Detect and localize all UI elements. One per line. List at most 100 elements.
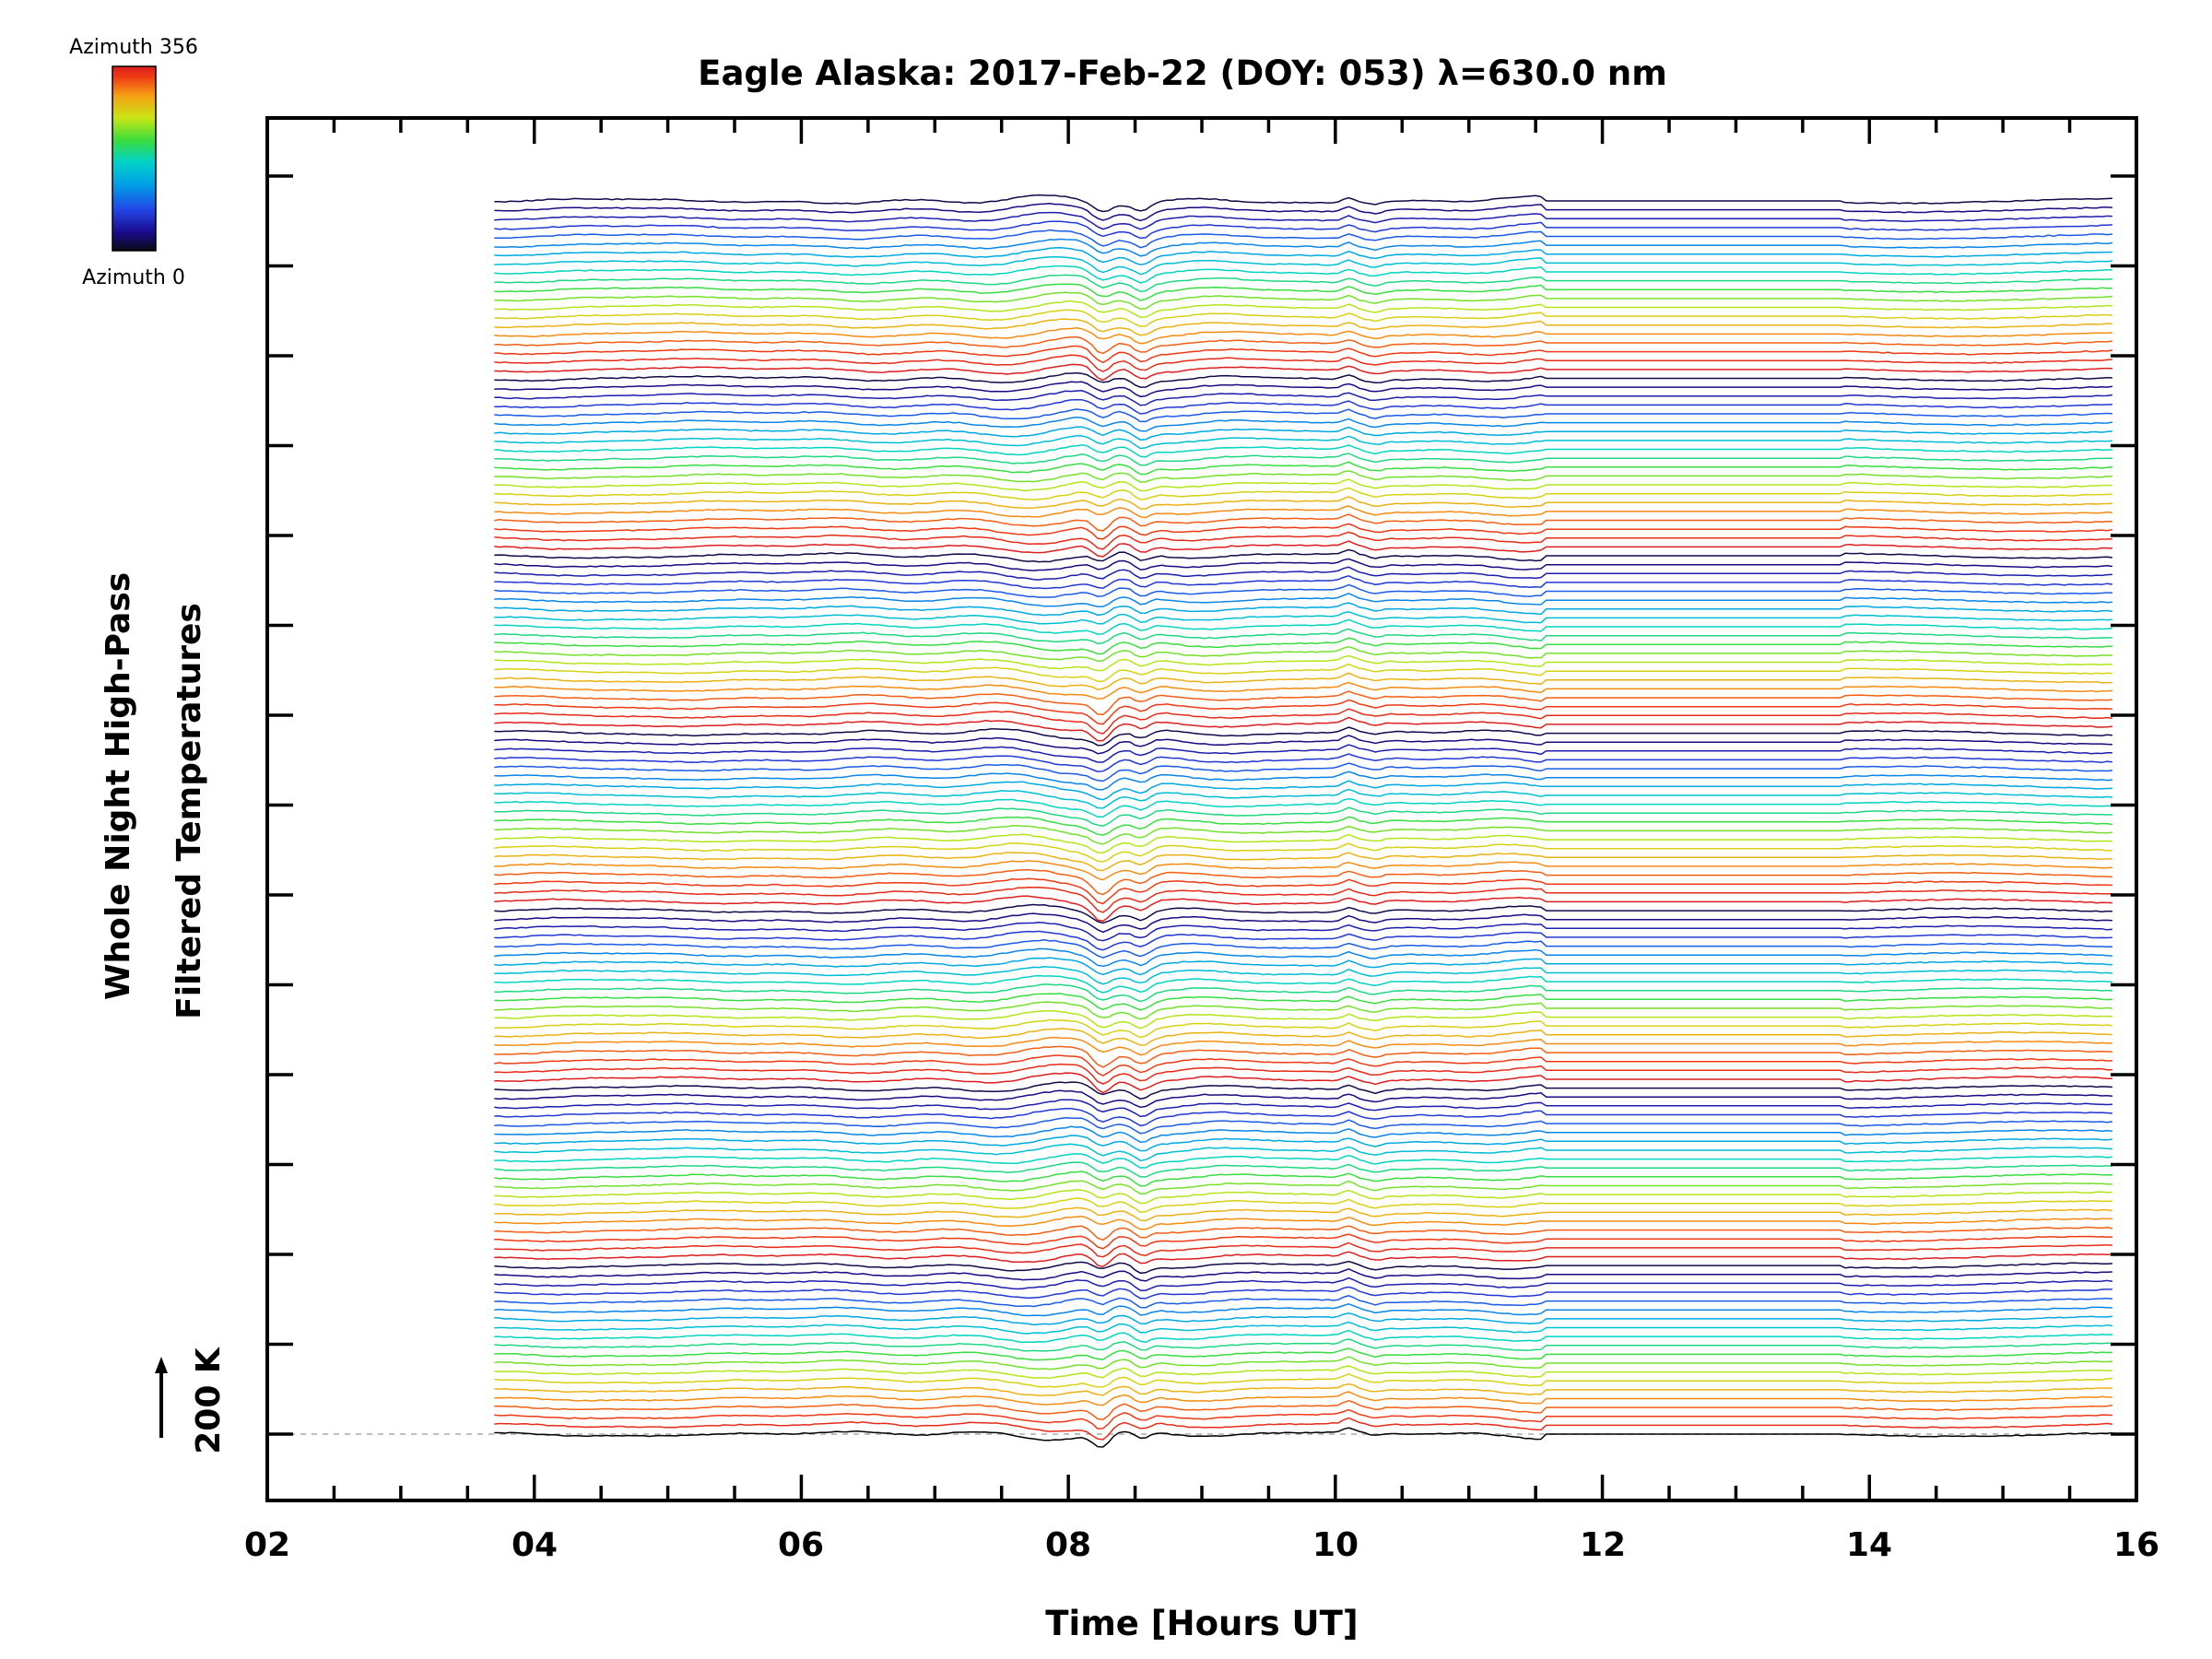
trace-98: [494, 558, 2113, 571]
trace-110: [494, 453, 2112, 466]
trace-81: [494, 708, 2112, 735]
x-tick-label-16: 16: [2113, 1526, 2159, 1564]
trace-131: [494, 265, 2112, 284]
trace-4: [494, 1391, 2112, 1406]
trace-67: [494, 833, 2112, 853]
trace-125: [494, 318, 2112, 336]
trace-113: [494, 426, 2112, 441]
trace-124: [494, 327, 2112, 345]
trace-88: [494, 646, 2112, 662]
trace-108: [494, 470, 2112, 483]
trace-23: [494, 1225, 2113, 1241]
y-axis-label-line1: Whole Night High-Pass: [100, 572, 137, 1000]
trace-119: [494, 371, 2112, 388]
y-axis-labels: Whole Night High-Pass Filtered Temperatu…: [100, 572, 208, 1019]
trace-61: [494, 886, 2112, 913]
trace-55: [494, 938, 2112, 959]
trace-17: [494, 1277, 2113, 1291]
trace-5: [494, 1382, 2112, 1396]
trace-133: [494, 247, 2112, 265]
trace-46: [494, 1018, 2113, 1039]
trace-22: [494, 1233, 2112, 1250]
trace-27: [494, 1189, 2112, 1205]
trace-84: [494, 681, 2112, 700]
trace-3: [494, 1400, 2113, 1420]
trace-85: [494, 672, 2112, 690]
trace-128: [494, 291, 2112, 310]
trace-15: [494, 1295, 2112, 1309]
trace-2: [494, 1408, 2112, 1430]
trace-29: [494, 1171, 2112, 1187]
colorbar-gradient: [112, 65, 157, 252]
trace-14: [494, 1303, 2112, 1317]
trace-64: [494, 860, 2112, 881]
x-tick-labels: 02 04 06 08 10 12 14 16: [244, 1526, 2159, 1564]
x-tick-label-10: 10: [1312, 1526, 1359, 1564]
trace-126: [494, 309, 2112, 327]
trace-6: [494, 1372, 2112, 1388]
trace-12: [494, 1321, 2113, 1335]
trace-30: [494, 1161, 2112, 1178]
colorbar: Azimuth 356 Azimuth 0: [69, 36, 198, 289]
trace-47: [494, 1009, 2112, 1030]
trace-74: [494, 771, 2112, 791]
trace-71: [494, 798, 2112, 818]
x-tick-label-04: 04: [512, 1526, 558, 1564]
trace-62: [494, 877, 2112, 905]
trace-36: [494, 1107, 2112, 1127]
trace-13: [494, 1312, 2112, 1326]
x-tick-label-02: 02: [244, 1526, 290, 1564]
chart-title: Eagle Alaska: 2017-Feb-22 (DOY: 053) λ=6…: [698, 53, 1667, 93]
trace-120: [494, 363, 2112, 382]
trace-123: [494, 335, 2113, 355]
trace-63: [494, 868, 2112, 896]
trace-117: [494, 390, 2113, 406]
trace-10: [494, 1338, 2112, 1352]
trace-127: [494, 300, 2112, 319]
trace-11: [494, 1329, 2112, 1344]
trace-139: [494, 194, 2112, 213]
traces: [494, 194, 2113, 1448]
trace-9: [494, 1347, 2112, 1361]
trace-101: [494, 531, 2112, 550]
trace-87: [494, 654, 2112, 672]
trace-34: [494, 1125, 2112, 1143]
trace-44: [494, 1036, 2112, 1056]
trace-96: [494, 575, 2113, 590]
trace-54: [494, 947, 2112, 968]
trace-45: [494, 1028, 2112, 1046]
trace-103: [494, 513, 2112, 532]
trace-111: [494, 443, 2112, 458]
trace-53: [494, 957, 2112, 976]
trace-66: [494, 842, 2112, 863]
trace-78: [494, 735, 2112, 755]
trace-28: [494, 1180, 2112, 1195]
trace-138: [494, 202, 2112, 222]
trace-26: [494, 1197, 2112, 1214]
trace-115: [494, 408, 2112, 423]
trace-18: [494, 1267, 2112, 1282]
trace-82: [494, 699, 2112, 725]
trace-116: [494, 398, 2112, 415]
trace-7: [494, 1365, 2112, 1380]
trace-89: [494, 637, 2112, 655]
trace-118: [494, 381, 2113, 398]
trace-92: [494, 611, 2112, 625]
scale-bar: 200 K: [155, 1347, 228, 1454]
trace-93: [494, 602, 2113, 617]
trace-35: [494, 1117, 2113, 1135]
trace-59: [494, 903, 2112, 924]
trace-94: [494, 593, 2112, 607]
trace-135: [494, 229, 2112, 249]
colorbar-bottom-label: Azimuth 0: [82, 266, 185, 289]
trace-73: [494, 780, 2112, 801]
trace-97: [494, 566, 2112, 581]
trace-132: [494, 255, 2112, 276]
trace-109: [494, 461, 2112, 476]
trace-19: [494, 1260, 2112, 1275]
trace-122: [494, 345, 2113, 364]
trace-0: [494, 1427, 2112, 1448]
trace-1: [494, 1417, 2113, 1441]
trace-42: [494, 1054, 2112, 1077]
